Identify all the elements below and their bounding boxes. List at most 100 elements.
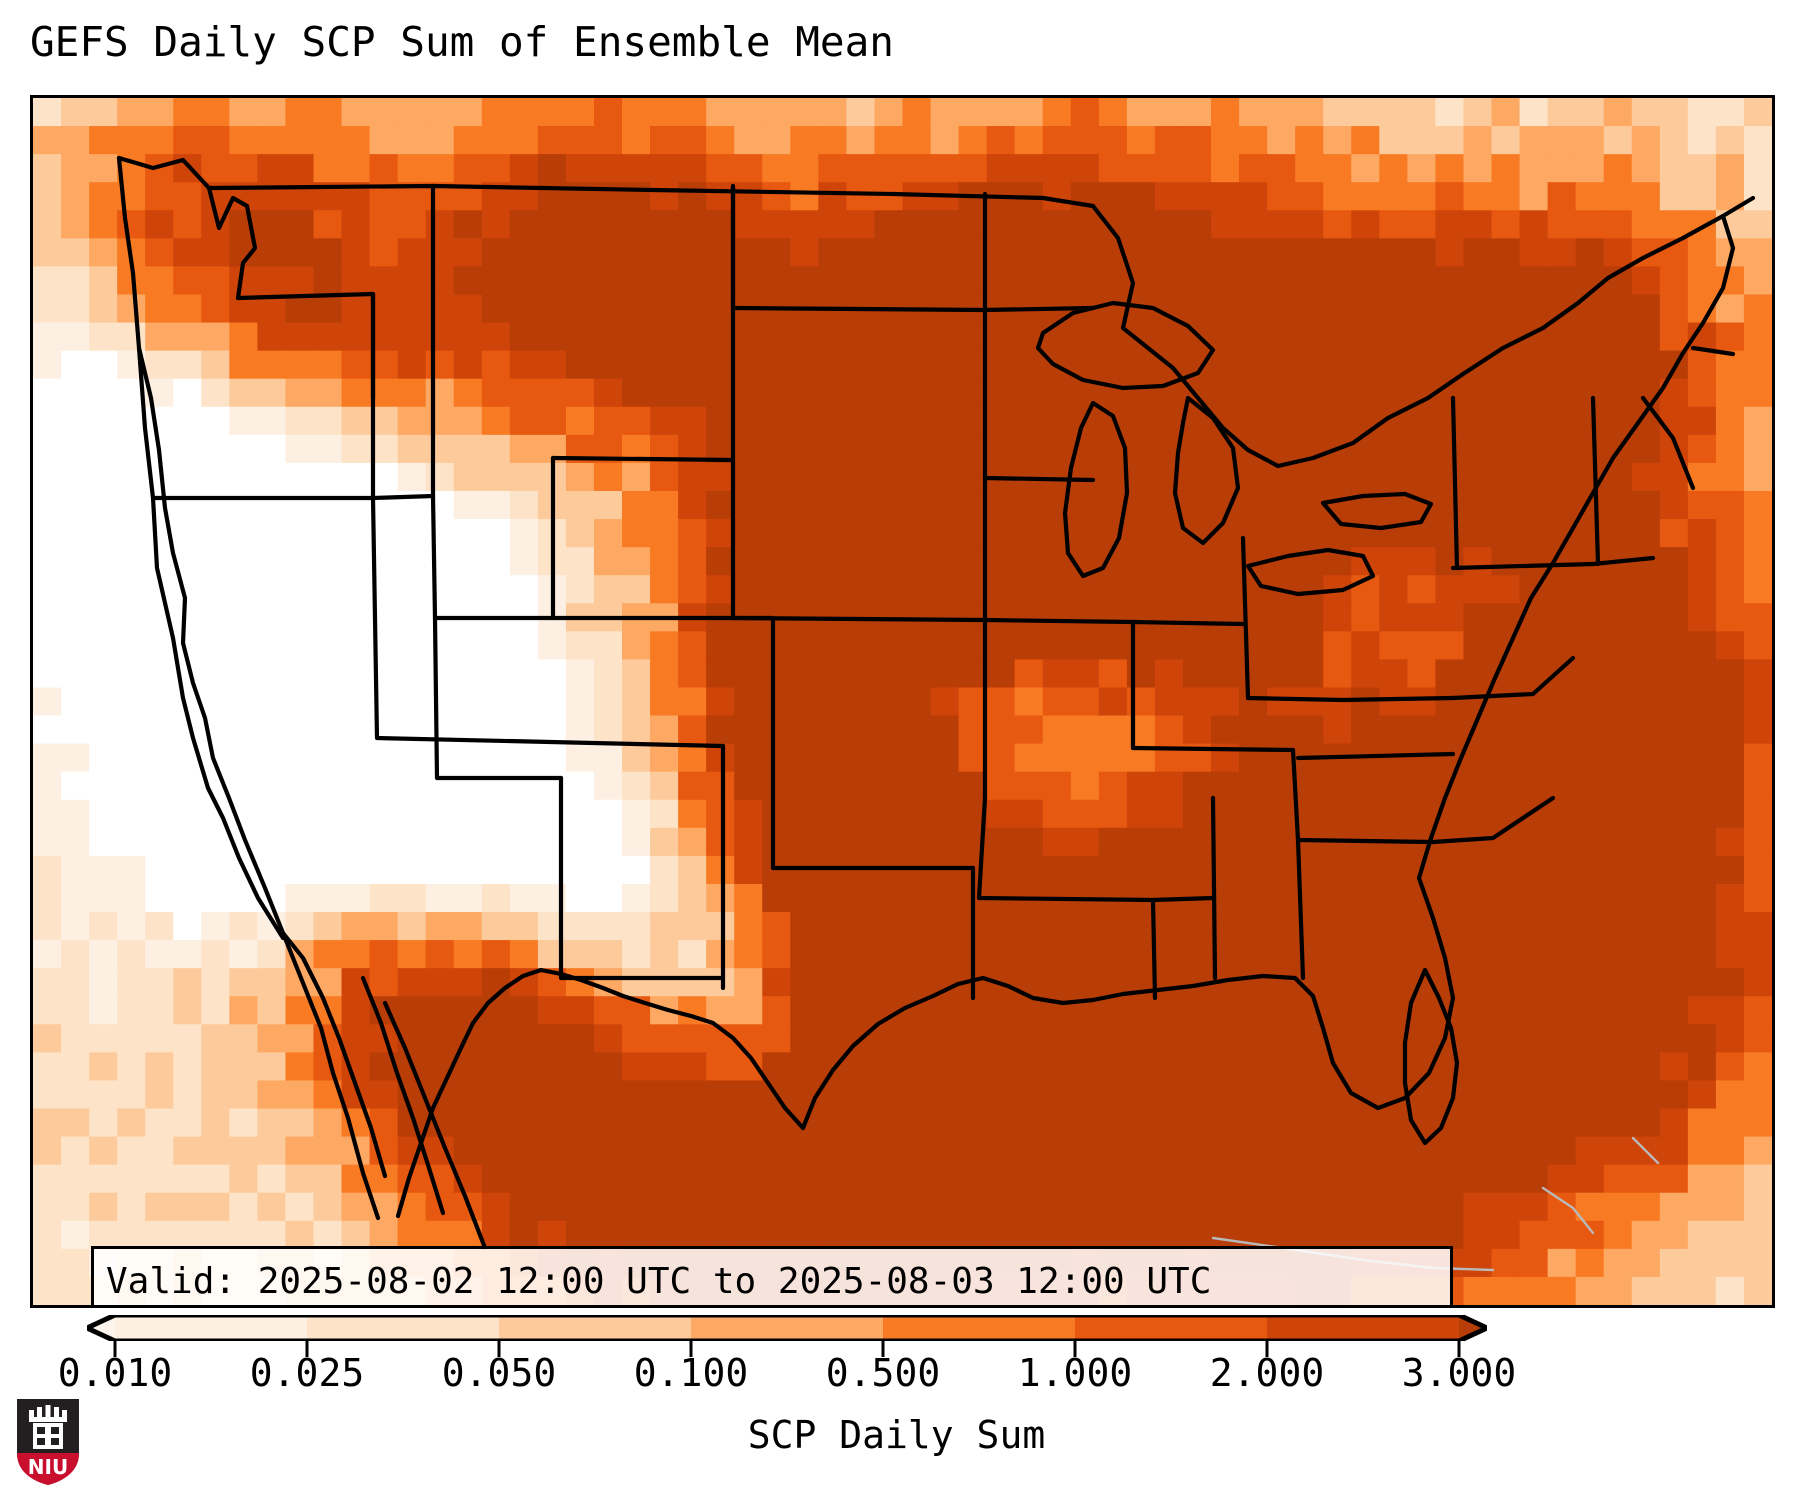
grid-cell [593,827,623,857]
grid-cell [593,1220,623,1250]
grid-cell [1351,378,1380,408]
grid-cell [33,294,62,324]
colorbar[interactable]: 0.010 0.025 0.050 0.100 0.500 1.000 2.000 3.000… [0,1315,1803,1500]
grid-cell [1491,1192,1521,1222]
grid-cell [1126,98,1156,127]
grid-cell [593,659,623,688]
grid-cell [33,434,62,464]
grid-cell [509,238,539,267]
grid-cell [285,490,314,520]
grid-cell [622,547,651,576]
grid-cell [1211,687,1240,717]
grid-cell [1631,434,1661,464]
grid-cell [734,98,763,127]
grid-cell [846,940,875,969]
grid-cell [1491,827,1521,857]
state-border-path [1590,395,1601,567]
colorbar-axes[interactable]: 0.010 0.025 0.050 0.100 0.500 1.000 2.000 3.000 [58,1315,1516,1395]
niu-logo[interactable]: NIU [14,1396,82,1488]
grid-cell [257,322,286,352]
grid-cell [1463,1024,1493,1053]
grid-cell [1098,294,1128,324]
grid-cell [1323,912,1352,941]
grid-cell [678,406,707,436]
grid-cell [902,490,932,520]
grid-cell [986,912,1016,941]
grid-cell [1070,940,1100,969]
grid-cell [1603,912,1633,941]
grid-cell [89,154,118,183]
grid-cell [1687,1164,1717,1194]
grid-cell [369,687,399,717]
grid-cell [565,827,595,857]
grid-cell [33,1248,62,1278]
grid-cell [1323,996,1352,1025]
grid-cell [1603,883,1633,913]
grid-cell [650,575,679,604]
grid-cell [1743,1192,1772,1222]
grid-cell [509,575,539,604]
grid-cell [1575,434,1605,464]
grid-cell [734,1080,763,1110]
map-panel[interactable]: Valid: 2025-08-02 12:00 UTC to 2025-08-0… [30,95,1775,1308]
grid-cell [1239,1024,1268,1053]
grid-cell [1407,210,1436,239]
grid-cell [1154,266,1184,295]
grid-cell [734,968,763,997]
grid-cell [1687,968,1717,997]
grid-cell [61,350,90,380]
grid-cell [1098,350,1128,380]
grid-cell [1267,98,1296,127]
grid-cell [425,238,455,267]
grid-cell [1126,350,1156,380]
grid-cell [1435,659,1464,688]
grid-cell [622,715,651,745]
grid-cell [593,912,623,941]
grid-cell [1211,1108,1240,1138]
grid-cell [1547,1108,1577,1138]
grid-cell [1323,126,1352,155]
grid-cell [257,490,286,520]
grid-cell [1126,1220,1156,1250]
grid-cell [397,968,427,997]
grid-cell [846,210,875,239]
grid-cell [1323,940,1352,969]
grid-cell [846,490,875,520]
grid-cell [1323,883,1352,913]
grid-cell [1603,1192,1633,1222]
grid-cell [285,1052,314,1081]
grid-cell [481,631,511,660]
grid-cell [1743,883,1772,913]
grid-cell [481,406,511,436]
grid-cell [1575,462,1605,492]
grid-cell [678,154,707,183]
grid-cell [1323,855,1352,885]
grid-cell [1603,855,1633,885]
grid-cell [986,434,1016,464]
grid-cell [593,1164,623,1194]
grid-cell [173,519,202,548]
grid-cell [1743,210,1772,239]
grid-cell [565,1052,595,1081]
grid-cell [313,294,343,324]
grid-cell [1351,1136,1380,1166]
grid-cell [1070,210,1100,239]
grid-cell [1519,771,1549,801]
grid-cell [453,350,483,380]
grid-cell [1547,1220,1577,1250]
grid-cell [930,210,960,239]
grid-cell [285,1080,314,1110]
grid-cell [1687,434,1717,464]
grid-cell [1098,799,1128,829]
grid-cell [33,1080,62,1110]
coastline-path [382,1000,488,1251]
grid-cell [61,912,90,941]
grid-cell [1491,771,1521,801]
grid-cell [1154,126,1184,155]
grid-cell [481,659,511,688]
grid-cell [593,210,623,239]
grid-cell [678,182,707,211]
grid-cell [846,912,875,941]
grid-cell [61,126,90,155]
grid-cell [593,575,623,604]
